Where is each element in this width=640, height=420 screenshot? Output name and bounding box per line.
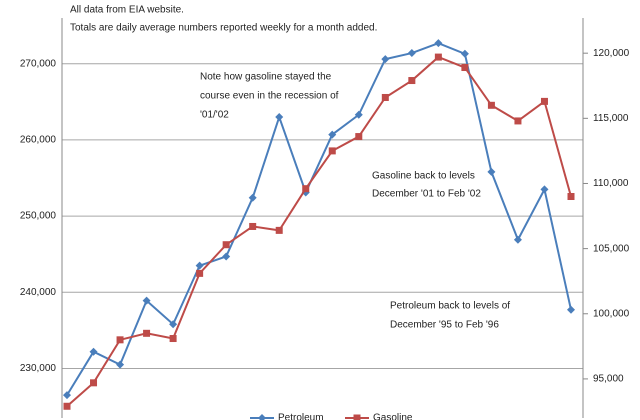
- marker: [567, 305, 575, 314]
- marker: [328, 130, 337, 139]
- marker: [89, 347, 98, 356]
- legend-label: Petroleum: [278, 413, 324, 420]
- y-tick-label: 260,000: [20, 135, 57, 146]
- y2-tick-label: 95,000: [593, 374, 624, 385]
- annotation: Petroleum back to levels of: [390, 301, 510, 312]
- legend-marker: [258, 414, 266, 420]
- marker: [222, 252, 231, 261]
- annotation: December '01 to Feb '02: [372, 189, 481, 200]
- marker: [196, 269, 204, 277]
- y2-tick-label: 100,000: [593, 308, 630, 319]
- marker: [248, 193, 257, 202]
- annotation: course even in the recession of: [200, 91, 339, 102]
- marker: [514, 117, 522, 125]
- y2-tick-label: 110,000: [593, 178, 629, 189]
- marker: [461, 64, 469, 72]
- note: Totals are daily average numbers reporte…: [70, 23, 377, 34]
- marker: [487, 167, 496, 176]
- marker: [328, 147, 336, 155]
- marker: [460, 49, 469, 58]
- marker: [540, 185, 549, 194]
- marker: [142, 296, 151, 305]
- y-tick-label: 230,000: [20, 363, 57, 374]
- legend-label: Gasoline: [373, 413, 413, 420]
- marker: [116, 336, 124, 344]
- marker: [275, 113, 284, 122]
- y2-tick-label: 105,000: [593, 243, 630, 254]
- marker: [487, 101, 495, 109]
- marker: [195, 261, 204, 270]
- marker: [90, 379, 98, 387]
- y-tick-label: 270,000: [20, 58, 57, 69]
- marker: [567, 193, 575, 201]
- marker: [408, 77, 416, 85]
- marker: [540, 97, 548, 105]
- marker: [434, 53, 442, 61]
- note: All data from EIA website.: [70, 5, 184, 16]
- marker: [63, 402, 71, 410]
- marker: [355, 133, 363, 141]
- marker: [513, 235, 522, 244]
- marker: [407, 49, 416, 58]
- y-tick-label: 250,000: [20, 211, 57, 222]
- annotation: Gasoline back to levels: [372, 171, 475, 182]
- annotation: Note how gasoline stayed the: [200, 72, 332, 83]
- marker: [143, 329, 151, 337]
- legend-marker: [353, 414, 361, 420]
- marker: [249, 222, 257, 230]
- marker: [63, 391, 71, 400]
- marker: [222, 241, 230, 249]
- marker: [381, 55, 390, 64]
- marker: [116, 360, 125, 369]
- series-line: [66, 42, 572, 396]
- y2-tick-label: 120,000: [593, 48, 630, 59]
- annotation: '01/'02: [200, 110, 229, 121]
- marker: [169, 335, 177, 343]
- marker: [381, 93, 389, 101]
- marker: [302, 185, 310, 193]
- annotation: December '95 to Feb '96: [390, 320, 499, 331]
- y-tick-label: 240,000: [20, 287, 57, 298]
- marker: [354, 110, 363, 119]
- series-line: [66, 55, 572, 408]
- marker: [434, 39, 443, 48]
- marker: [169, 320, 178, 329]
- y2-tick-label: 115,000: [593, 113, 629, 124]
- marker: [275, 226, 283, 234]
